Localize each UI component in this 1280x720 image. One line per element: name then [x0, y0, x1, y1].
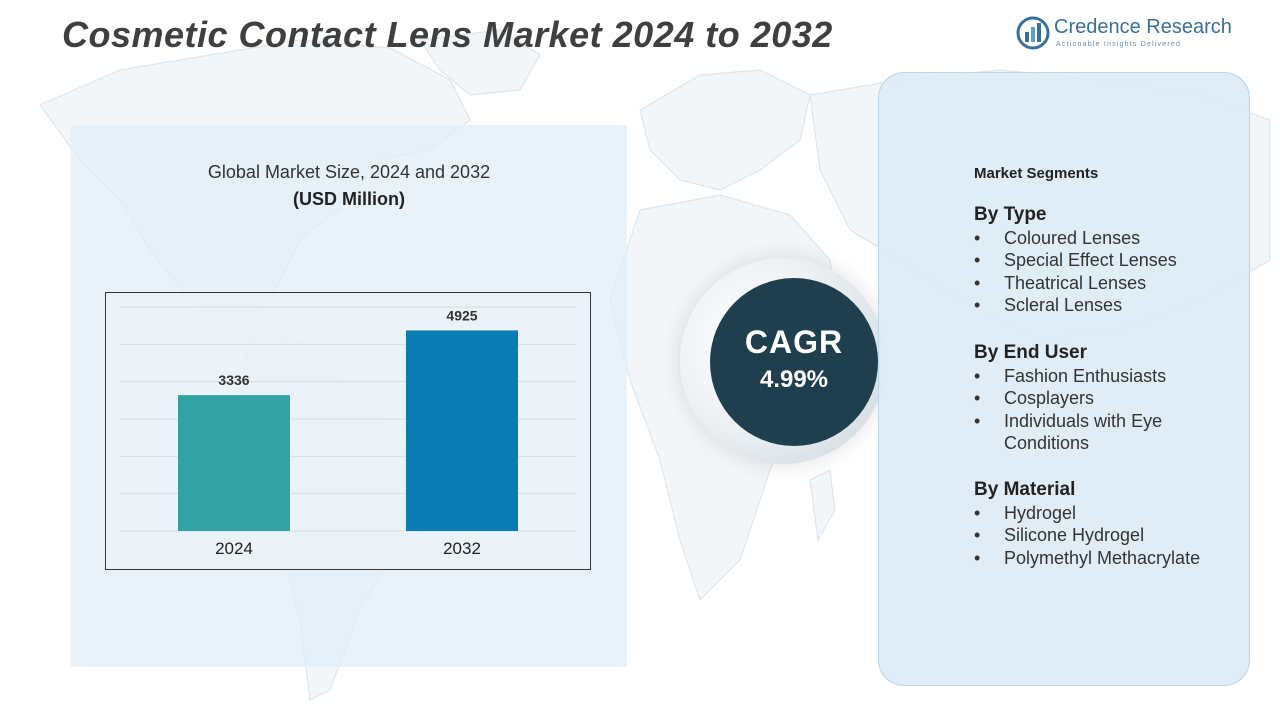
x-tick-label-2032: 2032: [443, 539, 481, 558]
segment-item: Cosplayers: [974, 387, 1166, 410]
chart-unit: (USD Million): [293, 189, 405, 209]
segment-item: Coloured Lenses: [974, 227, 1177, 250]
bar-2032: [406, 330, 518, 531]
data-label-2024: 3336: [218, 372, 249, 388]
segment-item: Theatrical Lenses: [974, 272, 1177, 295]
bar-chart: 3336 2024 4925 2032: [120, 306, 576, 558]
page-title: Cosmetic Contact Lens Market 2024 to 203…: [62, 14, 833, 55]
cagr-label: CAGR: [744, 324, 844, 360]
chart-plot-area: 3336 2024 4925 2032: [105, 292, 591, 570]
segment-item: Scleral Lenses: [974, 294, 1177, 317]
x-tick-label-2024: 2024: [215, 539, 253, 558]
segment-item: Polymethyl Methacrylate: [974, 547, 1200, 570]
market-size-panel: Global Market Size, 2024 and 2032 (USD M…: [71, 125, 627, 667]
segment-item: Fashion Enthusiasts: [974, 365, 1166, 388]
data-label-2032: 4925: [446, 307, 477, 323]
segment-heading: By Type: [974, 204, 1047, 225]
chart-heading: Global Market Size, 2024 and 2032: [207, 162, 491, 182]
bar-2024: [178, 395, 290, 531]
brand-name: Credence Research: [1054, 16, 1232, 38]
brand-logo: Credence Research Actionable Insights De…: [1016, 14, 1236, 54]
segment-item: Special Effect Lenses: [974, 249, 1177, 272]
segment-group-material: By Material Hydrogel Silicone Hydrogel P…: [974, 478, 1200, 570]
segment-heading: By End User: [974, 342, 1087, 363]
segments-title: Market Segments: [974, 165, 1099, 182]
segment-item: Silicone Hydrogel: [974, 524, 1200, 547]
segment-heading: By Material: [974, 479, 1076, 500]
market-segments-panel: Market Segments By Type Coloured Lenses …: [878, 72, 1250, 686]
segment-group-type: By Type Coloured Lenses Special Effect L…: [974, 203, 1177, 317]
cagr-value: 4.99%: [759, 366, 829, 393]
segment-group-end-user: By End User Fashion Enthusiasts Cosplaye…: [974, 341, 1166, 455]
cagr-badge: CAGR 4.99%: [710, 278, 878, 446]
bar-chart-logo-icon: [1016, 16, 1050, 50]
segment-item: Hydrogel: [974, 502, 1200, 525]
segment-item-continued: Conditions: [1004, 433, 1090, 454]
segment-item: Individuals with Eye: [974, 410, 1166, 433]
brand-tagline: Actionable Insights Delivered: [1056, 41, 1182, 48]
